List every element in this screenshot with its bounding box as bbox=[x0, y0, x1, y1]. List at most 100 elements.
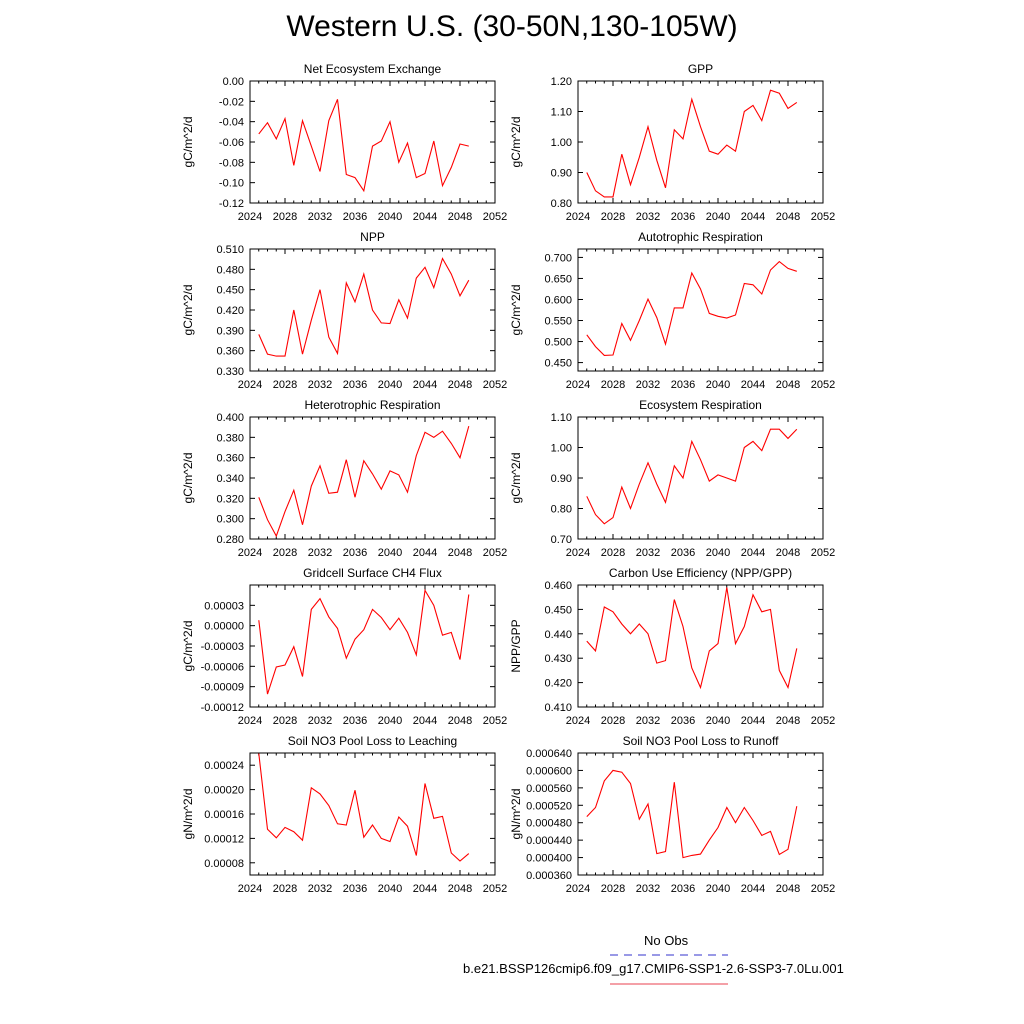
x-tick-label: 2032 bbox=[636, 379, 660, 391]
y-axis-label: gC/m^2/d bbox=[181, 453, 195, 504]
y-tick-label: 0.360 bbox=[216, 453, 244, 465]
x-tick-label: 2048 bbox=[448, 547, 472, 559]
x-tick-label: 2044 bbox=[741, 715, 765, 727]
series-line bbox=[586, 428, 798, 525]
plot-frame bbox=[249, 584, 496, 708]
x-tick-label: 2024 bbox=[238, 379, 262, 391]
y-tick-label: 0.400 bbox=[216, 412, 244, 424]
x-tick-label: 2040 bbox=[706, 379, 730, 391]
x-tick-label: 2024 bbox=[566, 211, 590, 223]
x-tick-label: 2040 bbox=[378, 715, 402, 727]
x-tick-label: 2044 bbox=[413, 379, 437, 391]
x-tick-label: 2040 bbox=[378, 379, 402, 391]
y-tick-label: 0.510 bbox=[216, 244, 244, 256]
x-tick-label: 2032 bbox=[308, 211, 332, 223]
x-tick-label: 2032 bbox=[308, 379, 332, 391]
y-tick-label: 0.700 bbox=[544, 252, 572, 264]
y-tick-label: 0.340 bbox=[216, 473, 244, 485]
x-tick-label: 2032 bbox=[308, 883, 332, 895]
x-tick-label: 2044 bbox=[741, 547, 765, 559]
panel-title: Heterotrophic Respiration bbox=[304, 398, 440, 412]
x-tick-label: 2028 bbox=[601, 547, 625, 559]
x-tick-label: 2028 bbox=[601, 211, 625, 223]
series-line bbox=[258, 99, 469, 193]
figure-title: Western U.S. (30-50N,130-105W) bbox=[286, 10, 738, 43]
y-tick-label: 0.00012 bbox=[204, 833, 244, 845]
y-tick-label: -0.00003 bbox=[201, 641, 244, 653]
y-tick-label: 0.000440 bbox=[526, 835, 572, 847]
x-tick-label: 2052 bbox=[811, 883, 835, 895]
x-tick-label: 2028 bbox=[601, 715, 625, 727]
x-tick-label: 2040 bbox=[378, 547, 402, 559]
x-tick-label: 2048 bbox=[448, 715, 472, 727]
y-tick-label: -0.12 bbox=[219, 198, 244, 210]
x-tick-label: 2052 bbox=[811, 547, 835, 559]
x-tick-label: 2024 bbox=[238, 211, 262, 223]
panel-1: Net Ecosystem Exchange gC/m^2/d 2024 2028 20… bbox=[181, 62, 507, 223]
y-tick-label: 0.000400 bbox=[526, 853, 572, 865]
x-tick-label: 2028 bbox=[273, 211, 297, 223]
y-tick-label: 0.000360 bbox=[526, 870, 572, 882]
y-tick-label: 0.420 bbox=[216, 305, 244, 317]
x-tick-label: 2032 bbox=[636, 211, 660, 223]
y-tick-label: 0.00008 bbox=[204, 858, 244, 870]
y-tick-label: -0.00012 bbox=[201, 702, 244, 714]
legend-label-model: b.e21.BSSP126cmip6.f09_g17.CMIP6-SSP1-2.… bbox=[463, 961, 844, 976]
y-tick-label: 0.00000 bbox=[204, 621, 244, 633]
x-tick-label: 2052 bbox=[483, 547, 507, 559]
panel-5: Heterotrophic Respiration gC/m^2/d 2024 202… bbox=[181, 398, 507, 559]
x-tick-label: 2044 bbox=[741, 379, 765, 391]
x-tick-label: 2052 bbox=[483, 715, 507, 727]
series-line bbox=[258, 588, 470, 695]
x-tick-label: 2048 bbox=[448, 211, 472, 223]
x-tick-label: 2052 bbox=[811, 715, 835, 727]
x-tick-label: 2040 bbox=[706, 715, 730, 727]
y-tick-label: 0.000600 bbox=[526, 765, 572, 777]
x-tick-label: 2044 bbox=[413, 883, 437, 895]
panel-title: Gridcell Surface CH4 Flux bbox=[303, 566, 442, 580]
y-tick-label: -0.02 bbox=[219, 96, 244, 108]
x-tick-label: 2052 bbox=[483, 211, 507, 223]
series-line bbox=[258, 753, 470, 862]
y-tick-label: 0.650 bbox=[544, 273, 572, 285]
panel-9: Soil NO3 Pool Loss to Leaching gN/m^2/d 20… bbox=[181, 734, 507, 895]
panel-8: Carbon Use Efficiency (NPP/GPP) NPP/GPP 20… bbox=[509, 566, 835, 727]
y-tick-label: -0.10 bbox=[219, 178, 244, 190]
x-tick-label: 2044 bbox=[741, 883, 765, 895]
panel-title: NPP bbox=[360, 230, 385, 244]
x-tick-label: 2052 bbox=[811, 211, 835, 223]
x-tick-label: 2024 bbox=[566, 883, 590, 895]
panel-4: Autotrophic Respiration gC/m^2/d 2024 2028 2… bbox=[509, 230, 835, 391]
y-tick-label: 0.380 bbox=[216, 432, 244, 444]
series-line bbox=[258, 425, 470, 538]
x-tick-label: 2036 bbox=[671, 715, 695, 727]
y-tick-label: 0.390 bbox=[216, 325, 244, 337]
y-tick-label: 0.90 bbox=[551, 168, 572, 180]
x-tick-label: 2028 bbox=[273, 547, 297, 559]
plot-frame bbox=[249, 752, 496, 876]
y-axis-label: NPP/GPP bbox=[509, 619, 523, 672]
y-tick-label: 0.600 bbox=[544, 294, 572, 306]
x-tick-label: 2040 bbox=[706, 883, 730, 895]
panel-7: Gridcell Surface CH4 Flux gC/m^2/d 2024 202… bbox=[181, 566, 507, 727]
y-axis-label: gN/m^2/d bbox=[509, 789, 523, 840]
y-axis-label: gC/m^2/d bbox=[509, 285, 523, 336]
x-tick-label: 2024 bbox=[566, 547, 590, 559]
plot-frame bbox=[249, 80, 496, 204]
panel-6: Ecosystem Respiration gC/m^2/d 2024 2028 203… bbox=[509, 398, 835, 559]
x-tick-label: 2040 bbox=[706, 547, 730, 559]
x-tick-label: 2028 bbox=[601, 883, 625, 895]
y-tick-label: 0.300 bbox=[216, 514, 244, 526]
y-tick-label: 0.70 bbox=[551, 534, 572, 546]
y-tick-label: 0.00020 bbox=[204, 785, 244, 797]
y-tick-label: 0.000560 bbox=[526, 783, 572, 795]
y-tick-label: 0.450 bbox=[544, 358, 572, 370]
y-tick-label: 0.440 bbox=[544, 629, 572, 641]
x-tick-label: 2040 bbox=[378, 211, 402, 223]
y-tick-label: 1.10 bbox=[551, 107, 572, 119]
x-tick-label: 2044 bbox=[413, 715, 437, 727]
x-tick-label: 2032 bbox=[636, 883, 660, 895]
y-axis-label: gC/m^2/d bbox=[181, 621, 195, 672]
